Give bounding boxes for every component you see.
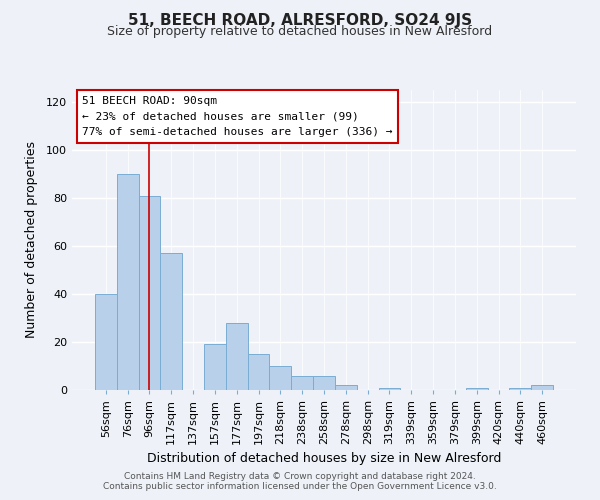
Bar [160,253,182,390]
Bar [509,388,531,390]
Text: Size of property relative to detached houses in New Alresford: Size of property relative to detached ho… [107,25,493,38]
Bar [139,196,160,390]
Bar [117,174,139,390]
Bar [269,366,291,390]
Bar [204,344,226,390]
Bar [313,376,335,390]
Bar [291,376,313,390]
Bar [95,294,117,390]
Text: 51 BEECH ROAD: 90sqm
← 23% of detached houses are smaller (99)
77% of semi-detac: 51 BEECH ROAD: 90sqm ← 23% of detached h… [82,96,392,137]
Text: Contains public sector information licensed under the Open Government Licence v3: Contains public sector information licen… [103,482,497,491]
Bar [248,354,269,390]
X-axis label: Distribution of detached houses by size in New Alresford: Distribution of detached houses by size … [147,452,501,466]
Y-axis label: Number of detached properties: Number of detached properties [25,142,38,338]
Bar [466,388,488,390]
Text: 51, BEECH ROAD, ALRESFORD, SO24 9JS: 51, BEECH ROAD, ALRESFORD, SO24 9JS [128,12,472,28]
Text: Contains HM Land Registry data © Crown copyright and database right 2024.: Contains HM Land Registry data © Crown c… [124,472,476,481]
Bar [226,323,248,390]
Bar [335,385,357,390]
Bar [379,388,400,390]
Bar [531,385,553,390]
